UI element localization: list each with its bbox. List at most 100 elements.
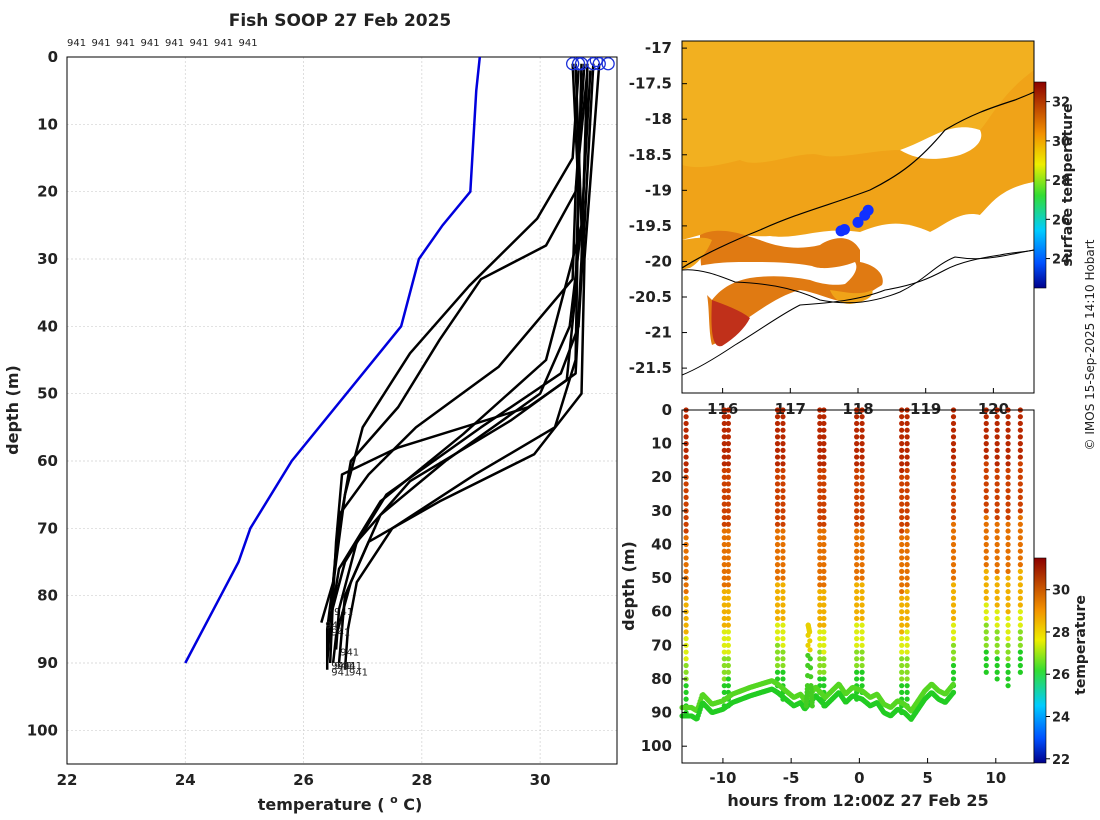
- map-colorbar-tick-label: 32: [1052, 96, 1070, 111]
- cast-point: [950, 494, 957, 501]
- cast-point: [950, 629, 957, 635]
- cast-point: [1005, 669, 1011, 675]
- cast-point: [683, 582, 689, 588]
- cast-point: [994, 588, 1000, 595]
- cast-point: [899, 629, 905, 635]
- cast-point: [1017, 636, 1023, 642]
- cast-point: [725, 568, 731, 574]
- cast-point: [774, 642, 781, 648]
- cast-point: [983, 615, 989, 622]
- cast-point: [1005, 535, 1011, 541]
- cast-point: [854, 535, 860, 541]
- cast-point: [904, 629, 910, 635]
- lat-tick-label: -20: [645, 252, 672, 270]
- cast-point: [683, 454, 689, 460]
- cast-point: [854, 595, 860, 601]
- map-colorbar-ticks: 24 26 28 30 32: [1046, 96, 1070, 268]
- cast-point: [859, 420, 865, 427]
- cast-point: [859, 656, 865, 662]
- cast-point: [983, 508, 989, 514]
- cast-point: [854, 521, 860, 527]
- cast-point: [817, 662, 823, 669]
- profile-end-label: 941: [349, 668, 368, 679]
- cast-point: [854, 488, 860, 494]
- cast-point: [725, 474, 731, 480]
- cast-point: [994, 474, 1000, 480]
- cast-point: [817, 454, 823, 460]
- cast-point: [1005, 488, 1011, 494]
- cast-point: [780, 575, 786, 581]
- cast-point: [899, 521, 905, 527]
- cast-point: [950, 434, 957, 440]
- x-tick-label: 26: [293, 771, 314, 789]
- y-tick-label: 0: [48, 48, 58, 66]
- cast-point: [1005, 474, 1011, 480]
- cast-point: [725, 555, 731, 561]
- cast-point: [721, 494, 727, 501]
- cast-point: [725, 535, 731, 541]
- cast-point: [774, 609, 781, 615]
- cast-point: [904, 414, 910, 420]
- cast-point: [859, 461, 865, 467]
- cast-point: [780, 481, 786, 487]
- map-colorbar-tick-label: 26: [1052, 213, 1070, 228]
- cast-point: [904, 562, 910, 568]
- cast-point: [859, 535, 865, 541]
- cast-point: [774, 514, 781, 521]
- td-y-tick-label: 80: [651, 670, 672, 688]
- cast-point: [1017, 467, 1023, 474]
- cast-point: [780, 441, 786, 447]
- cast-point: [683, 414, 689, 420]
- cast-point: [774, 582, 781, 588]
- cast-point: [817, 414, 823, 420]
- cast-point: [817, 595, 823, 601]
- map-colorbar-tick-label: 28: [1052, 174, 1070, 189]
- cast-point: [774, 669, 781, 675]
- vessel-id-label: 941: [67, 38, 86, 49]
- cast-point: [725, 514, 731, 521]
- cast-point: [780, 588, 786, 595]
- td-y-tick-label: 100: [641, 737, 672, 755]
- cast-point: [950, 656, 957, 662]
- profile-end-label: 941: [343, 661, 362, 672]
- cast-point: [899, 447, 905, 453]
- cast-point: [983, 656, 989, 662]
- cast-point: [1017, 656, 1023, 662]
- cast-point: [683, 568, 689, 574]
- cast-point: [725, 427, 731, 433]
- cast-point: [817, 622, 823, 628]
- cast-point: [983, 575, 989, 581]
- cast-point: [721, 488, 727, 494]
- cast-point: [1005, 609, 1011, 615]
- cast-point: [774, 501, 781, 507]
- cast-point: [983, 467, 989, 474]
- profile-line: [343, 63, 580, 670]
- cast-point: [683, 602, 689, 608]
- cast-point: [721, 562, 727, 568]
- cast-points: [679, 407, 1023, 722]
- cast-point: [859, 555, 865, 561]
- cast-point: [950, 514, 957, 521]
- cast-point: [774, 481, 781, 487]
- cast-point: [854, 434, 860, 440]
- imos-credit: © IMOS 15-Sep-2025 14:10 Hobart: [1083, 239, 1097, 450]
- cast-point: [774, 427, 781, 433]
- cast-point: [721, 602, 727, 608]
- cast-point: [859, 669, 865, 675]
- cast-point: [904, 595, 910, 601]
- spike-point: [807, 647, 813, 653]
- surface-marker: [586, 57, 600, 71]
- cast-point: [983, 541, 989, 548]
- x-label-unit: C): [398, 795, 423, 814]
- cast-point: [725, 434, 731, 440]
- cast-point: [859, 629, 865, 635]
- cast-point: [1017, 582, 1023, 588]
- cast-point: [721, 474, 727, 480]
- cast-point: [821, 521, 827, 527]
- track-point: [852, 216, 864, 228]
- cast-point: [899, 467, 905, 474]
- cast-point: [994, 494, 1000, 501]
- vessel-id-label: 941: [239, 38, 258, 49]
- cast-point: [904, 602, 910, 608]
